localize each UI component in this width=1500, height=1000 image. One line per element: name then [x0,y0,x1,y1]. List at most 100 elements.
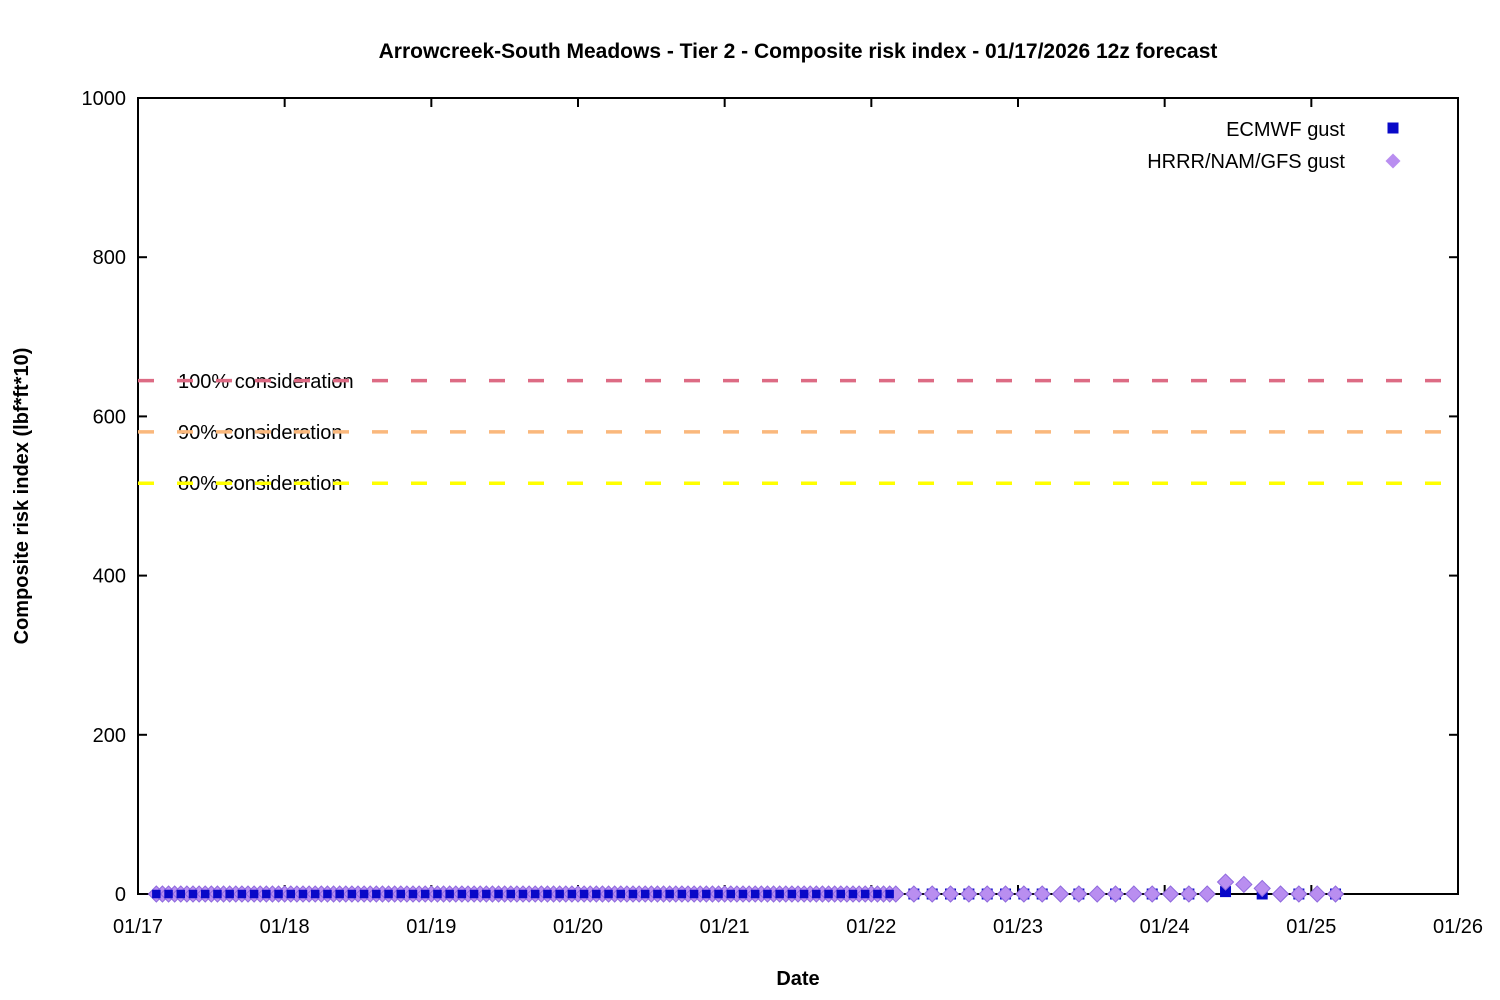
data-point-square [420,889,430,899]
data-point-square [482,889,491,899]
data-point-diamond [1271,885,1290,903]
x-tick-label: 01/26 [1433,916,1483,938]
y-tick-label: 600 [93,406,126,428]
data-point-square [433,889,442,899]
data-point-diamond [1106,885,1125,903]
plot-border [137,97,1459,895]
data-point-square [579,889,589,899]
data-point-diamond [1161,885,1180,903]
data-point-square [616,889,626,899]
legend-marker-square-icon [1387,122,1399,134]
data-point-square [860,889,870,899]
data-point-square [225,889,234,899]
data-point-square [653,889,662,899]
data-point-diamond [1253,879,1271,898]
data-point-square [812,889,821,899]
data-point-square [604,889,613,899]
data-point-square [640,889,650,899]
data-point-diamond [1235,875,1253,894]
x-tick-label: 01/23 [993,916,1043,938]
data-point-square [665,889,674,899]
data-point-square [750,889,760,899]
data-point-square [457,889,467,899]
data-point-square [262,889,271,899]
data-point-diamond [1125,885,1143,903]
legend-label-ecmwf: ECMWF gust [1226,119,1345,141]
legend-marker-diamond-icon [1385,153,1401,169]
data-point-square [1220,886,1232,898]
data-point-square [213,889,222,899]
x-tick-label: 01/18 [260,916,310,938]
data-point-square [445,889,454,899]
data-point-square [506,889,516,899]
legend-label-hrrr-nam-gfs: HRRR/NAM/GFS gust [1147,151,1345,173]
y-tick-label: 1000 [82,88,127,110]
data-point-square [237,889,247,899]
data-point-square [799,889,809,899]
data-point-diamond [1088,885,1106,903]
data-point-square [469,889,479,899]
x-tick-label: 01/22 [846,916,896,938]
data-point-square [738,889,748,899]
data-point-diamond [1216,873,1235,891]
x-tick-label: 01/19 [406,916,456,938]
y-tick-label: 200 [93,725,126,747]
data-point-diamond [1015,885,1033,903]
plot-area: 0 200 400 600 800 1000 01/17 01/18 01/19 01/20 01/… [82,88,1484,938]
data-point-square [848,889,858,899]
data-point-square [543,889,552,899]
data-point-square [714,889,723,899]
data-point-square [885,889,894,899]
data-point-square [310,889,320,899]
data-point-diamond [1033,885,1051,903]
data-point-diamond [978,885,996,903]
data-point-square [567,889,577,899]
data-point-diamond [1051,885,1070,903]
data-point-square [763,889,772,899]
data-point-square [372,889,381,899]
y-tick-label: 400 [93,566,126,588]
data-point-square [518,889,528,899]
data-point-square [298,889,308,899]
data-point-square [323,889,332,899]
data-point-square [726,889,736,899]
data-point-square [384,889,393,899]
data-point-diamond [960,885,978,903]
data-point-diamond [1308,885,1326,903]
data-point-square [555,889,564,899]
x-tick-label: 01/20 [553,916,603,938]
data-point-diamond [1070,885,1088,903]
chart-title: Arrowcreek-South Meadows - Tier 2 - Comp… [379,40,1218,63]
x-axis-label: Date [776,968,819,990]
data-point-square [335,889,344,899]
data-point-diamond [941,885,960,903]
x-tick-label: 01/24 [1140,916,1190,938]
data-point-square [164,889,173,899]
data-point-square [824,889,833,899]
data-point-diamond [905,885,923,903]
x-tick-label: 01/17 [113,916,163,938]
x-tick-label: 01/21 [700,916,750,938]
data-point-square [787,889,797,899]
data-point-square [592,889,601,899]
chart-legend: ECMWF gust HRRR/NAM/GFS gust [1147,119,1401,173]
data-point-square [628,889,638,899]
data-point-square [200,889,210,899]
data-point-diamond [1326,885,1345,903]
data-point-square [836,889,846,899]
data-point-diamond [1290,885,1308,903]
data-point-square [494,889,503,899]
data-point-diamond [923,885,941,903]
y-axis-label: Composite risk index (lbf*ft*10) [11,348,33,645]
data-point-diamond [1198,885,1216,903]
data-point-square [347,889,357,899]
data-point-square [286,889,296,899]
data-point-square [530,889,540,899]
data-point-square [702,889,711,899]
data-point-square [176,889,186,899]
data-point-square [396,889,406,899]
y-tick-label: 800 [93,247,126,269]
y-tick-label: 0 [115,884,126,906]
